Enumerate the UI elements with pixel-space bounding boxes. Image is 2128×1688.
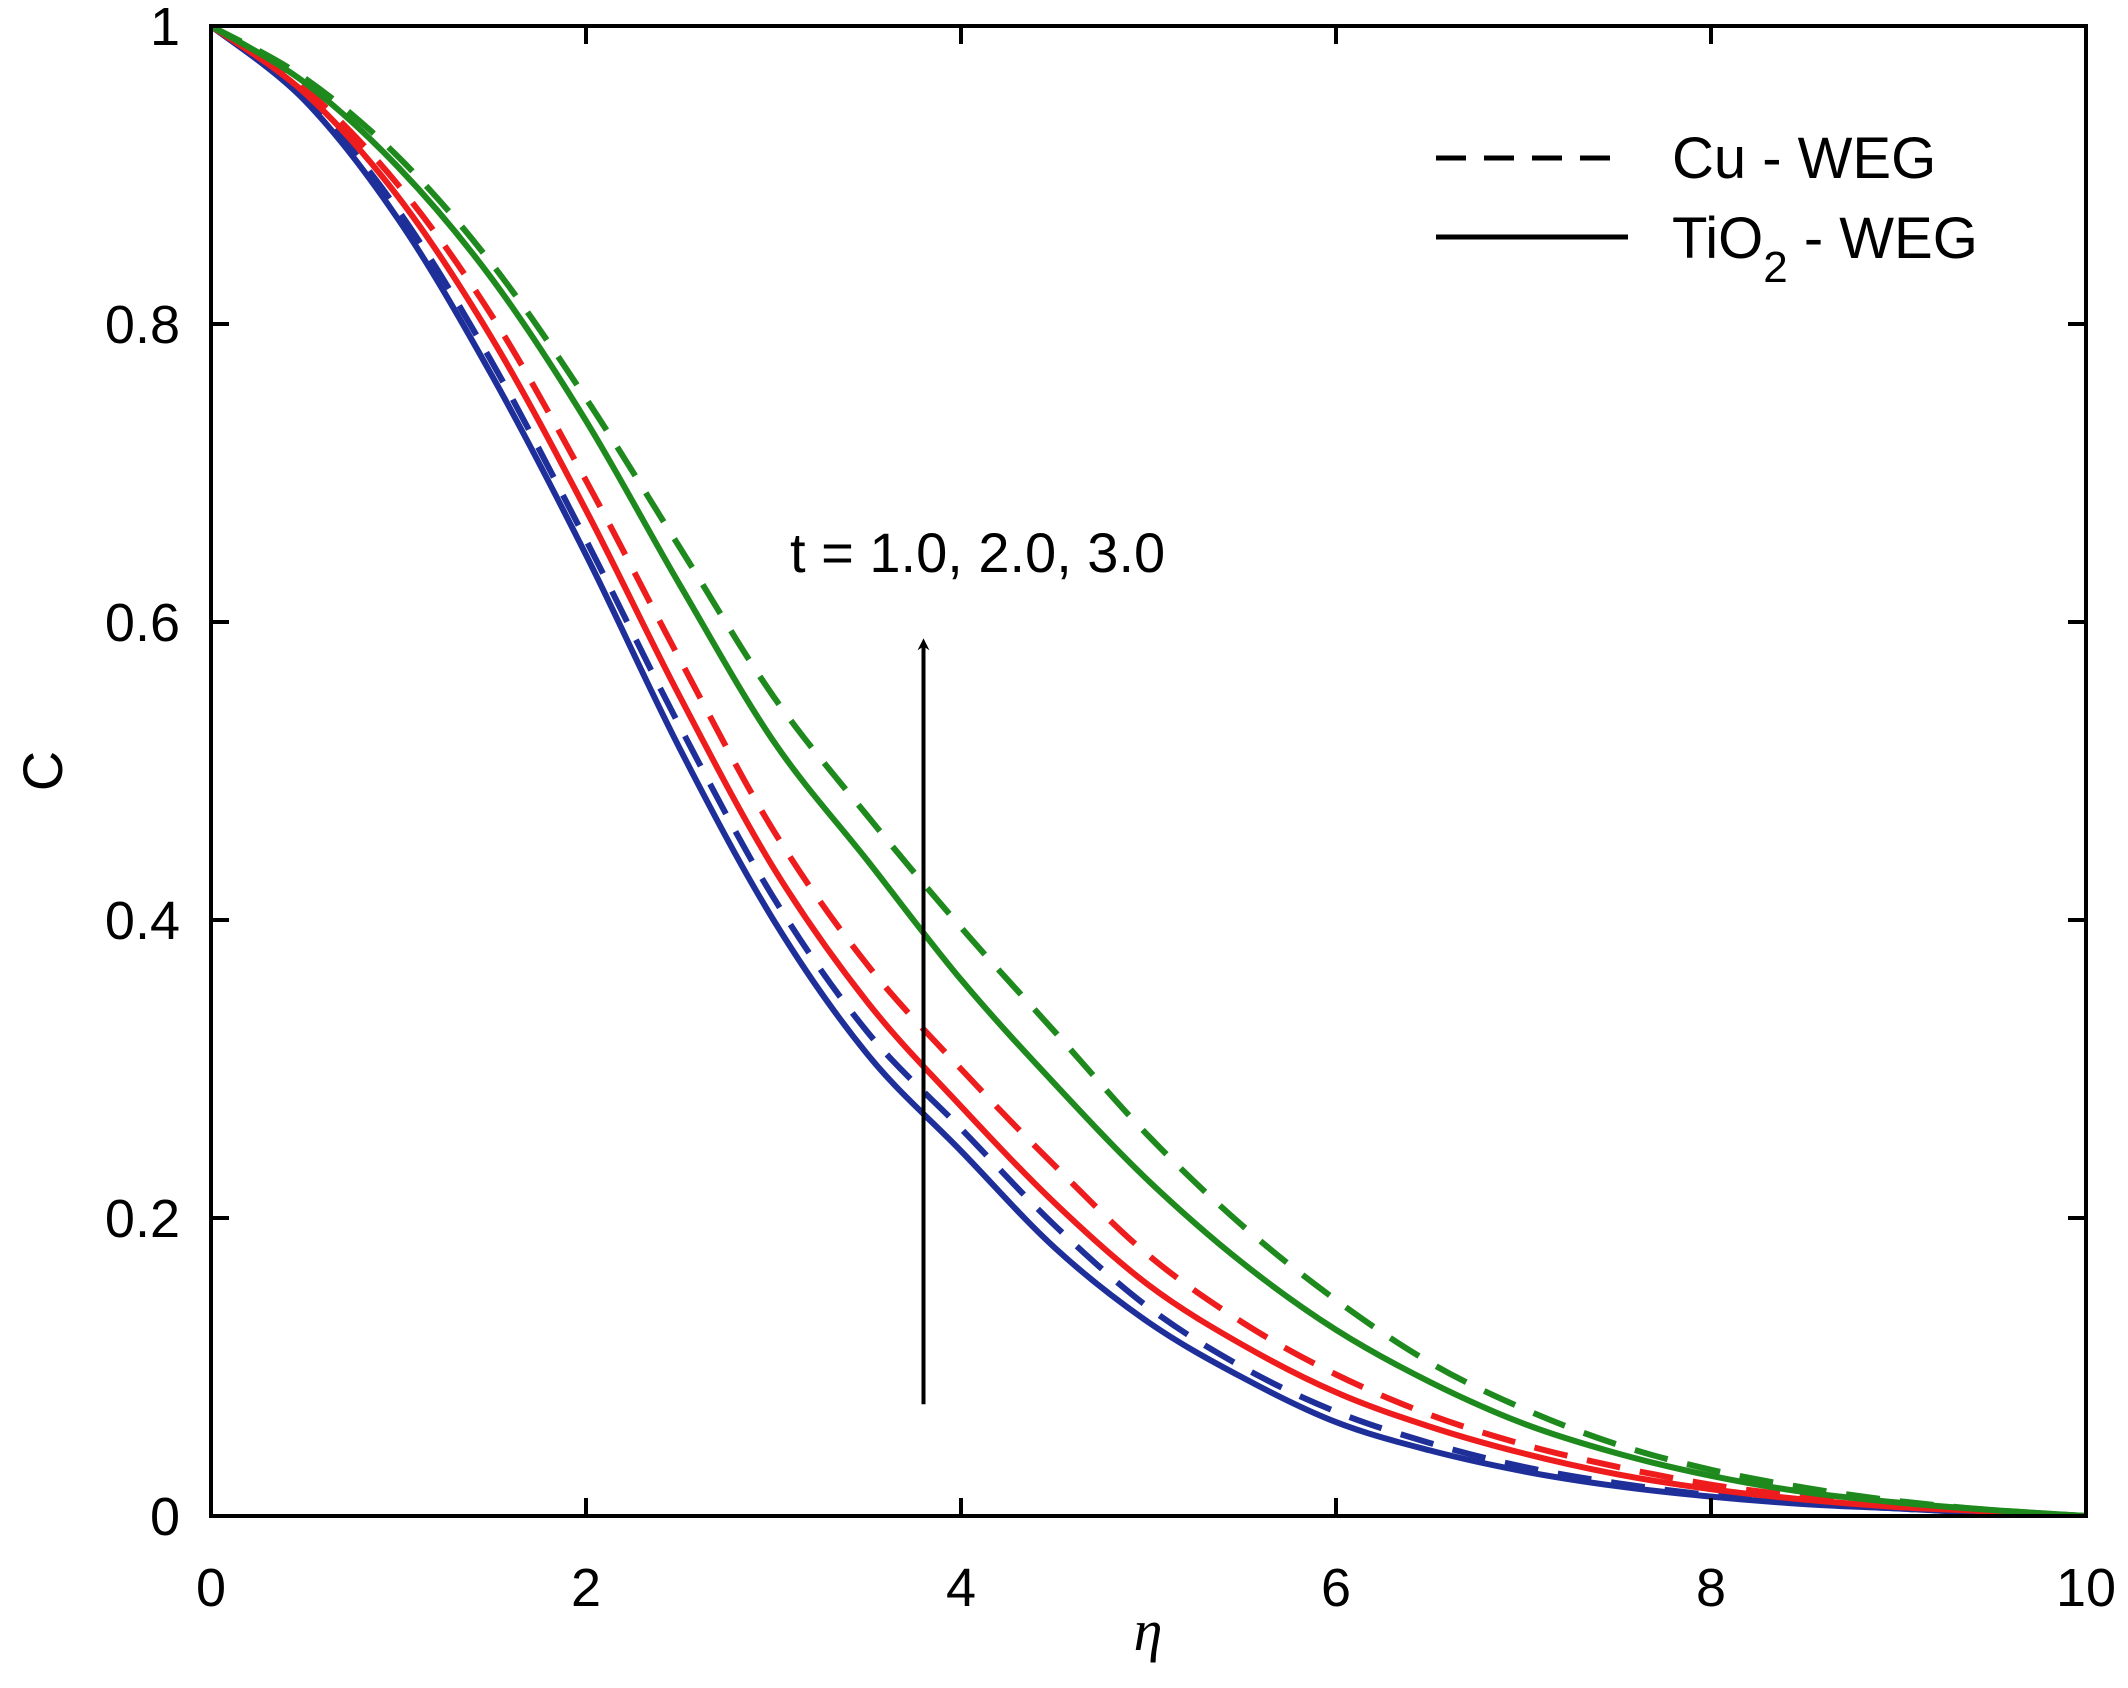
x-tick-label: 2 (571, 1558, 601, 1618)
legend-label-solid: TiO2 - WEG (1672, 206, 1978, 292)
series-line-3-dashed (211, 26, 2086, 1516)
x-tick-label: 8 (1696, 1558, 1726, 1618)
y-tick-label: 0.6 (105, 593, 180, 653)
y-axis-label: C (11, 751, 74, 791)
y-tick-label: 1 (150, 0, 180, 57)
y-tick-label: 0.2 (105, 1189, 180, 1249)
x-tick-label: 0 (196, 1558, 226, 1618)
plot-frame (209, 24, 2088, 1518)
tick-labels-layer: 0 2 4 6 8 10 0 0.2 0.4 0.6 0.8 1 (105, 0, 2116, 1618)
x-tick-label: 4 (946, 1558, 976, 1618)
y-tick-label: 0 (150, 1487, 180, 1547)
series-line-4-solid (211, 26, 2086, 1516)
ticks-layer (209, 24, 2088, 1518)
annotation: t = 1.0, 2.0, 3.0 (790, 521, 1165, 1405)
series-line-2-solid (211, 26, 2086, 1516)
legend: Cu - WEG TiO2 - WEG (1436, 126, 1978, 292)
x-tick-label: 10 (2056, 1558, 2116, 1618)
x-tick-label: 6 (1321, 1558, 1351, 1618)
series-line-1-dashed (211, 26, 2086, 1516)
annotation-text: t = 1.0, 2.0, 3.0 (790, 521, 1165, 584)
y-tick-label: 0.4 (105, 891, 180, 951)
x-axis-label: η (1134, 1598, 1163, 1663)
series-line-5-dashed (211, 26, 2086, 1516)
y-tick-label: 0.8 (105, 295, 180, 355)
series-layer (211, 26, 2086, 1516)
legend-label-dashed: Cu - WEG (1672, 126, 1936, 191)
